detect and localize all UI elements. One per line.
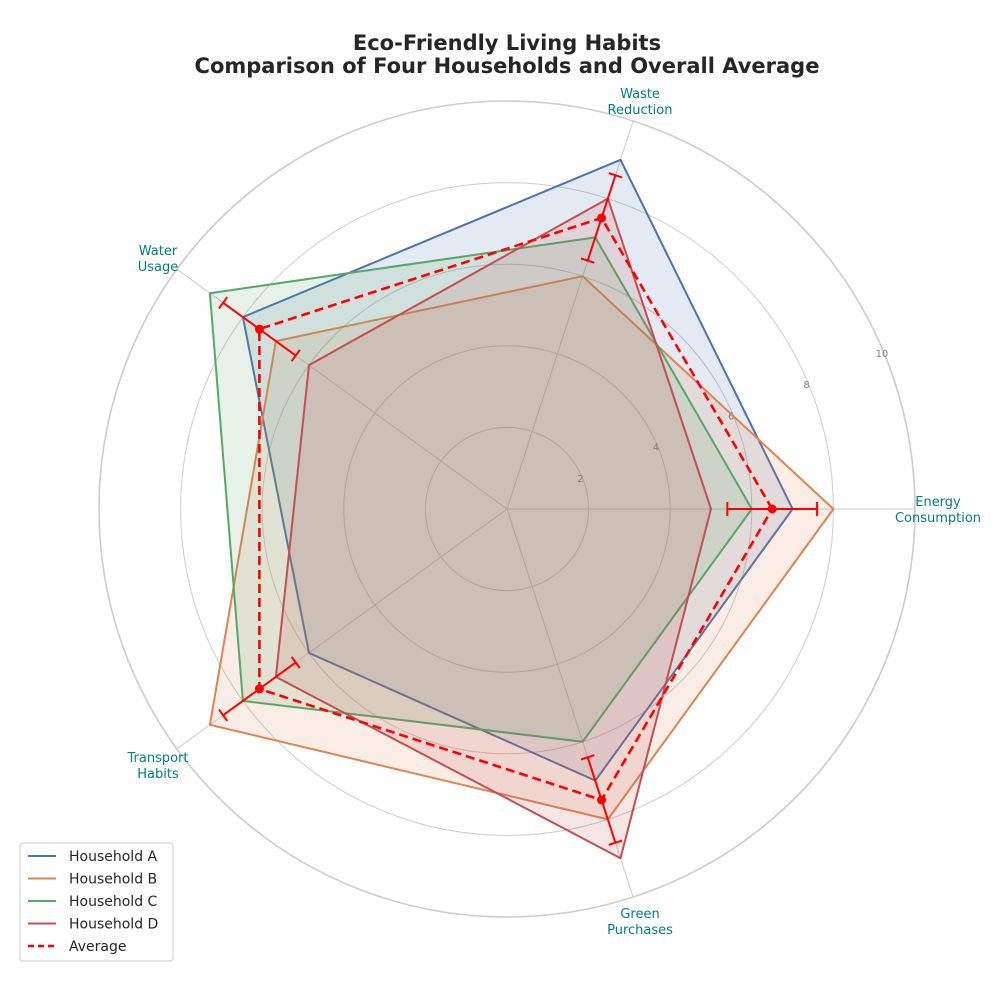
radial-tick-label: 2 <box>577 474 583 485</box>
axis-labels: Energy Consumption Waste Reduction Water Usag… <box>126 87 981 938</box>
axis-label: Green Purchases <box>607 907 673 938</box>
average-point <box>767 504 777 514</box>
radial-tick-label: 6 <box>728 411 734 422</box>
average-point <box>254 684 264 694</box>
legend-label: Household B <box>69 872 157 888</box>
chart-subtitle: Comparison of Four Households and Overal… <box>195 54 820 78</box>
average-error-cap <box>608 839 623 846</box>
legend-label: Household C <box>69 894 158 910</box>
axis-label: Transport Habits <box>126 751 188 782</box>
axis-label: Energy Consumption <box>895 495 981 526</box>
series-average <box>258 216 774 802</box>
series-household-d <box>274 197 712 860</box>
series-household-a <box>241 158 794 782</box>
average-error-cap <box>290 656 301 669</box>
average-error-cap <box>580 257 595 264</box>
average-error-cap <box>218 296 229 310</box>
average-point <box>597 795 607 805</box>
legend-label: Household D <box>69 917 158 933</box>
average-error-cap <box>290 349 301 362</box>
average-point <box>597 213 607 223</box>
series-household-b <box>208 275 835 821</box>
chart-title: Eco-Friendly Living Habits <box>353 31 661 55</box>
series-household-c <box>208 236 753 743</box>
legend-box <box>19 842 174 962</box>
radial-tick-label: 10 <box>876 349 889 360</box>
average-point <box>254 324 264 334</box>
legend-label: Household A <box>69 849 158 865</box>
average-error-cap <box>608 172 623 179</box>
radial-tick-label: 8 <box>803 380 809 391</box>
axis-label: Waste Reduction <box>608 87 673 118</box>
average-error-cap <box>580 754 595 761</box>
average-error-cap <box>218 708 229 722</box>
average-layer <box>218 172 819 846</box>
legend-label: Average <box>69 939 127 955</box>
radial-tick-label: 4 <box>653 443 659 454</box>
axis-label: Water Usage <box>138 244 179 275</box>
legend: Household A Household B Household C Househo… <box>19 842 174 962</box>
series-layer <box>208 158 835 860</box>
